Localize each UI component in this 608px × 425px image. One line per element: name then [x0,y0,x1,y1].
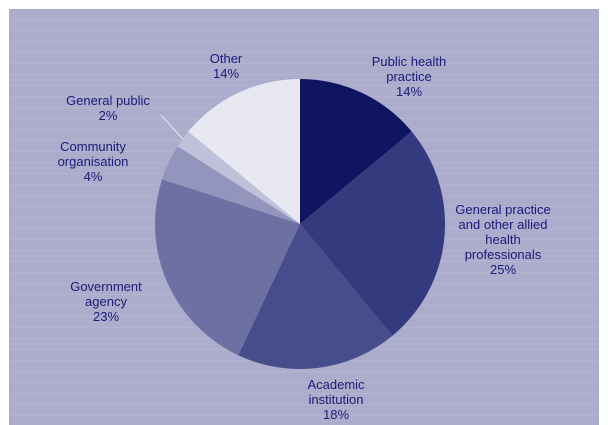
pie-slice-1 [300,79,412,224]
slice-value-label: 23% [93,309,119,324]
slice-category-label: health [485,232,520,247]
slice-category-label: agency [85,294,127,309]
slice-category-label: Community [60,139,126,154]
slice-category-label: Other [210,51,243,66]
pie-slice-4 [155,179,300,356]
slice-label-1: Public health practice 14% [372,54,446,99]
pie-chart: Public health practice 14%General practice… [58,51,551,422]
slice-category-label: Public health [372,54,446,69]
slice-label-4: Government agency 23% [70,279,142,324]
slice-category-label: organisation [58,154,129,169]
general-public-leader-line [160,114,184,140]
slice-label-6: General public 2% [66,93,150,123]
slice-value-label: 2% [99,108,118,123]
slice-label-2: General practice and other allied health pr… [455,202,550,277]
slice-label-3: Academic institution 18% [307,377,365,422]
pie-slice-5 [162,146,300,224]
slice-category-label: practice [386,69,432,84]
slice-value-label: 18% [323,407,349,422]
slice-category-label: Academic [307,377,365,392]
slice-value-label: 14% [213,66,239,81]
slice-label-7: Other 14% [210,51,243,81]
slice-category-label: Government [70,279,142,294]
slice-category-label: institution [309,392,364,407]
slice-category-label: and other allied [459,217,548,232]
slice-category-label: professionals [465,247,542,262]
slice-value-label: 14% [396,84,422,99]
pie-slice-3 [238,224,393,369]
pie-slice-2 [300,131,445,336]
slice-label-5: Community organisation 4% [58,139,129,184]
chart-figure: Public health practice 14% General practice… [9,9,599,425]
slice-category-label: General practice [455,202,550,217]
pie-slice-7 [188,79,300,224]
slice-value-label: 25% [490,262,516,277]
pie-slice-6 [177,131,300,224]
slice-category-label: General public [66,93,150,108]
slice-value-label: 4% [84,169,103,184]
